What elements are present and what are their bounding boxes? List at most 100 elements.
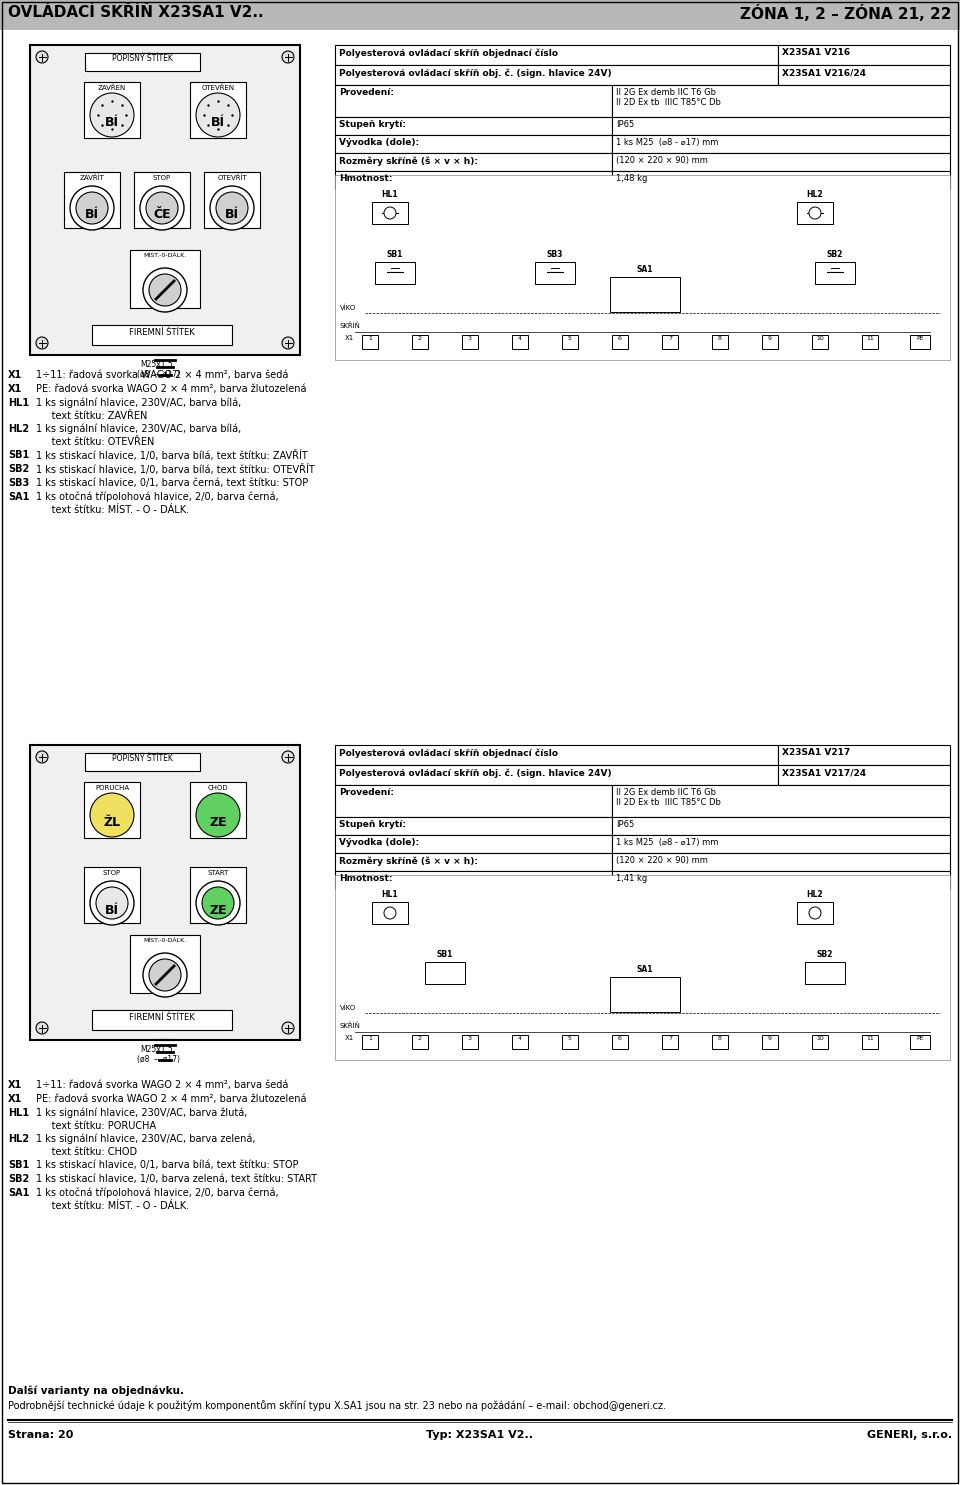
Text: BÍ: BÍ	[211, 116, 225, 129]
Text: IP65: IP65	[615, 820, 634, 829]
Text: text štítku: MÍST. - O - DÁLK.: text štítku: MÍST. - O - DÁLK.	[36, 505, 189, 515]
Text: X23SA1 V217/24: X23SA1 V217/24	[781, 768, 866, 777]
Bar	[910, 336, 930, 349]
Bar	[612, 1035, 628, 1048]
Text: Vývodka (dole):: Vývodka (dole):	[339, 138, 420, 147]
Text: X1: X1	[8, 370, 22, 380]
Bar	[512, 1035, 528, 1048]
Text: 7: 7	[668, 1037, 672, 1041]
Text: POPISNÝ ŠTÍTEK: POPISNÝ ŠTÍTEK	[111, 754, 173, 763]
Text: IP65: IP65	[615, 120, 634, 129]
Circle shape	[36, 50, 48, 62]
Text: SB2: SB2	[817, 950, 833, 959]
Bar	[662, 336, 678, 349]
Text: 10: 10	[816, 336, 824, 342]
Text: ZE: ZE	[209, 815, 227, 829]
Circle shape	[282, 337, 294, 349]
Bar	[190, 82, 246, 138]
Bar	[805, 962, 845, 985]
Text: FIREMNÍ ŠTÍTEK: FIREMNÍ ŠTÍTEK	[130, 328, 195, 337]
Bar	[204, 172, 260, 229]
Bar	[612, 835, 950, 852]
Bar	[762, 1035, 778, 1048]
Text: M25x1,5: M25x1,5	[140, 359, 173, 368]
Bar	[335, 117, 612, 135]
Text: (ø8  –  ø17): (ø8 – ø17)	[137, 1054, 180, 1063]
Text: SA1: SA1	[636, 264, 653, 275]
Text: X1: X1	[8, 1080, 22, 1090]
Text: ZAVŘEN: ZAVŘEN	[98, 85, 126, 92]
Bar	[85, 753, 200, 771]
Bar	[335, 135, 612, 153]
Text: 9: 9	[768, 1037, 772, 1041]
Text: Stupeň krytí:: Stupeň krytí:	[339, 820, 406, 829]
Bar	[92, 1010, 232, 1031]
Text: 1,41 kg: 1,41 kg	[615, 875, 647, 884]
Bar	[372, 901, 408, 924]
Bar	[462, 1035, 478, 1048]
Text: ČE: ČE	[154, 208, 171, 221]
Circle shape	[96, 887, 128, 919]
Bar	[612, 817, 950, 835]
Bar	[462, 336, 478, 349]
Text: HL2: HL2	[806, 890, 824, 898]
Circle shape	[143, 953, 187, 996]
Text: SB2: SB2	[8, 1175, 29, 1184]
Bar	[362, 336, 378, 349]
Text: 1 ks signální hlavice, 230V/AC, barva zelená,: 1 ks signální hlavice, 230V/AC, barva ze…	[36, 1135, 255, 1145]
Bar	[812, 1035, 828, 1048]
Bar	[612, 171, 950, 189]
Bar	[815, 261, 855, 284]
Text: X1: X1	[8, 1094, 22, 1103]
Text: ZE: ZE	[209, 903, 227, 916]
Bar	[335, 765, 778, 786]
Text: 1 ks stiskací hlavice, 0/1, barva bílá, text štítku: STOP: 1 ks stiskací hlavice, 0/1, barva bílá, …	[36, 1160, 299, 1170]
Text: OTEVŘÍT: OTEVŘÍT	[217, 175, 247, 181]
Bar	[335, 875, 950, 1060]
Text: Polyesterová ovládací skříň objednací číslo: Polyesterová ovládací skříň objednací čí…	[339, 48, 558, 58]
Text: FIREMNÍ ŠTÍTEK: FIREMNÍ ŠTÍTEK	[130, 1013, 195, 1022]
Text: Rozměry skříně (š × v × h):: Rozměry skříně (š × v × h):	[339, 855, 478, 866]
Text: X23SA1 V216/24: X23SA1 V216/24	[781, 68, 866, 77]
Circle shape	[384, 206, 396, 218]
Text: MÍST.-0-DÁLK.: MÍST.-0-DÁLK.	[143, 939, 186, 943]
Text: SB1: SB1	[387, 249, 403, 258]
Circle shape	[809, 206, 821, 218]
Bar	[130, 936, 200, 993]
Text: X23SA1 V217: X23SA1 V217	[781, 748, 850, 757]
Bar	[412, 336, 428, 349]
Text: SA1: SA1	[8, 492, 30, 502]
Bar	[335, 835, 612, 852]
Circle shape	[146, 192, 178, 224]
Text: 5: 5	[568, 336, 572, 342]
Bar	[610, 977, 680, 1011]
Text: 1 ks signální hlavice, 230V/AC, barva bílá,: 1 ks signální hlavice, 230V/AC, barva bí…	[36, 398, 241, 408]
Circle shape	[210, 186, 254, 230]
Circle shape	[36, 1022, 48, 1034]
Bar	[612, 85, 950, 117]
Text: Polyesterová ovládací skříň obj. č. (sign. hlavice 24V): Polyesterová ovládací skříň obj. č. (sig…	[339, 68, 612, 77]
Text: X23SA1 V216: X23SA1 V216	[781, 48, 850, 56]
Text: BÍ: BÍ	[85, 208, 99, 221]
Bar	[130, 249, 200, 307]
Text: HL2: HL2	[8, 1135, 29, 1143]
Text: SA1: SA1	[636, 965, 653, 974]
Text: BÍ: BÍ	[105, 903, 119, 916]
Text: 11: 11	[866, 336, 874, 342]
Bar	[0, 0, 960, 30]
Text: 1 ks M25  (⌀8 - ⌀17) mm: 1 ks M25 (⌀8 - ⌀17) mm	[615, 838, 718, 846]
Text: 1: 1	[368, 1037, 372, 1041]
Text: SB2: SB2	[8, 463, 29, 474]
Text: (ø8  –  ø17): (ø8 – ø17)	[137, 370, 180, 379]
Bar	[862, 1035, 878, 1048]
Text: PE: řadová svorka WAGO 2 × 4 mm², barva žlutozelená: PE: řadová svorka WAGO 2 × 4 mm², barva …	[36, 1094, 306, 1103]
Bar	[610, 278, 680, 312]
Bar	[712, 1035, 728, 1048]
Bar	[662, 1035, 678, 1048]
Text: Polyesterová ovládací skříň obj. č. (sign. hlavice 24V): Polyesterová ovládací skříň obj. č. (sig…	[339, 768, 612, 778]
Text: 2: 2	[418, 336, 422, 342]
Bar	[612, 336, 628, 349]
Bar	[335, 852, 612, 872]
Text: 1÷11: řadová svorka WAGO 2 × 4 mm², barva šedá: 1÷11: řadová svorka WAGO 2 × 4 mm², barv…	[36, 370, 288, 380]
Bar	[64, 172, 120, 229]
